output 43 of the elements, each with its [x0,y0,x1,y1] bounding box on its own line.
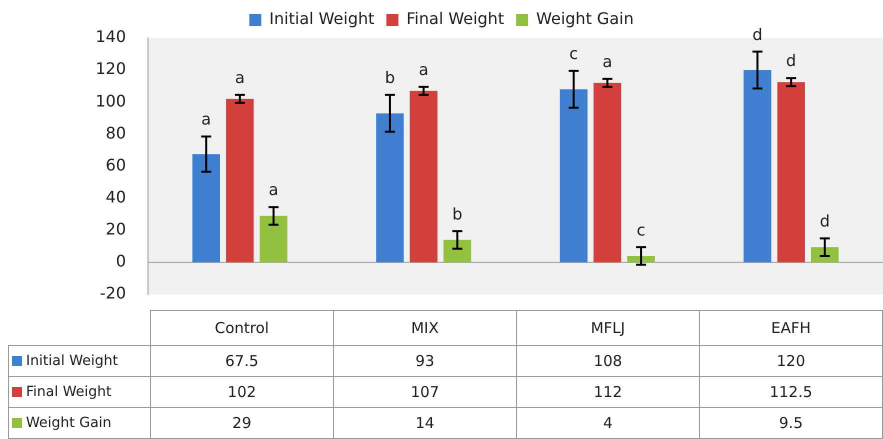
text: Initial Weight [26,353,118,369]
text: Final Weight [26,384,112,400]
annotation: a [418,60,429,80]
data-label: 108 [516,346,700,376]
text: Weight Gain [26,415,112,431]
data-label: 107 [333,376,516,408]
data-label: 93 [333,346,516,376]
annotation: b [384,68,396,88]
annotation: a [602,52,612,72]
x-tick-label: MFLJ [516,310,700,346]
y-tick-label: 0 [116,252,126,271]
x-tick-label: MIX [333,310,516,346]
y-tick-label: 40 [106,187,126,206]
legend-label: Initial Weight [269,9,374,28]
data-label: 67.5 [150,346,334,376]
annotation: d [820,211,830,230]
data-label: 102 [150,376,334,408]
annotation: b [452,204,462,224]
y-tick-label: 100 [95,91,126,110]
x-tick-label: Control [150,310,334,346]
data-label: 29 [150,408,334,438]
annotation: c [636,220,646,240]
annotation: a [234,68,245,88]
y-tick-label: 140 [95,27,126,46]
data-label: 4 [516,408,700,438]
y-tick-label: -20 [100,284,126,303]
y-tick-label: 60 [106,155,126,174]
data-label: 112.5 [699,376,882,408]
y-tick-label: 20 [106,219,126,238]
annotation: c [569,44,578,64]
y-tick-label: 80 [106,123,126,142]
data-label: 112 [516,376,700,408]
data-label: 9.5 [699,408,882,438]
data-label: 14 [333,408,516,438]
annotation: d [752,24,763,44]
annotation: a [201,110,212,129]
x-tick-label: EAFH [699,310,882,346]
annotation: d [786,51,796,70]
data-label: 120 [699,346,882,376]
y-tick-label: 120 [95,59,126,78]
annotation: a [268,180,278,200]
legend-label: Final Weight [406,9,504,28]
legend-label: Weight Gain [536,9,634,28]
